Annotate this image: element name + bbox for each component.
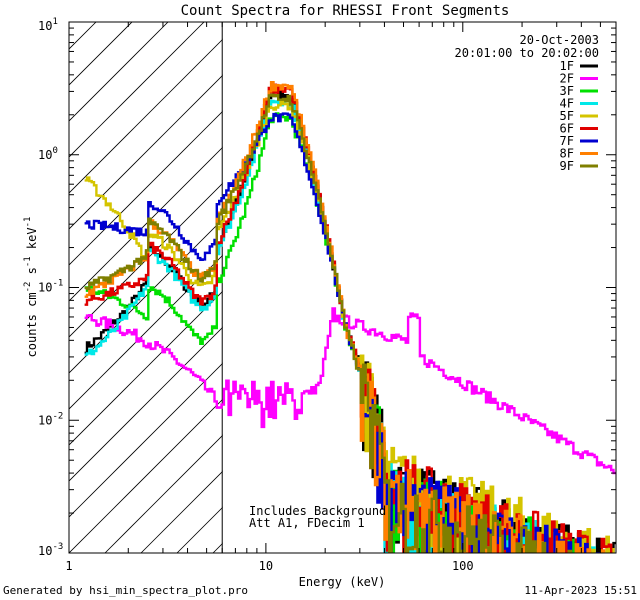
- footer-generated-by: Generated by hsi_min_spectra_plot.pro: [3, 584, 248, 597]
- y-tick-label-1e0: 100: [38, 146, 58, 162]
- y-tick-label-1e-3: 10-3: [38, 542, 63, 558]
- legend-label-4F: 4F: [560, 97, 574, 111]
- legend-label-2F: 2F: [560, 72, 574, 86]
- footer-timestamp: 11-Apr-2023 15:51: [524, 584, 637, 597]
- x-axis-label: Energy (keV): [299, 575, 386, 589]
- legend-time-range: 20:01:00 to 20:02:00: [455, 46, 600, 60]
- x-tick-label-100: 100: [452, 559, 474, 573]
- series-line-9F: [84, 93, 573, 553]
- hatch-line: [0, 0, 27, 553]
- legend-label-1F: 1F: [560, 59, 574, 73]
- hatch-line: [69, 22, 169, 122]
- hatch-line: [69, 22, 205, 158]
- annotation-background: Includes Background: [249, 504, 386, 518]
- series-group: [84, 81, 616, 553]
- legend-label-5F: 5F: [560, 109, 574, 123]
- legend: 20-Oct-2003 20:01:00 to 20:02:00 1F2F3F4…: [455, 33, 600, 173]
- y-axis-label: counts cm-2 s-1 keV-1: [23, 217, 39, 358]
- hatch-line: [0, 0, 99, 553]
- legend-date: 20-Oct-2003: [520, 33, 599, 47]
- legend-label-9F: 9F: [560, 159, 574, 173]
- y-tick-label-1e-1: 10-1: [38, 279, 63, 295]
- series-line-2F: [84, 307, 616, 475]
- y-tick-labels: 10-3 10-2 10-1 100 101: [38, 17, 63, 558]
- legend-label-3F: 3F: [560, 84, 574, 98]
- hatch-line: [69, 22, 241, 194]
- x-tick-label-10: 10: [259, 559, 273, 573]
- chart-title: Count Spectra for RHESSI Front Segments: [181, 3, 510, 19]
- hatch-line: [69, 22, 133, 86]
- annotation-attenuator: Att A1, FDecim 1: [249, 516, 365, 530]
- y-tick-label-1e1: 101: [38, 17, 58, 33]
- legend-label-7F: 7F: [560, 134, 574, 148]
- legend-label-8F: 8F: [560, 147, 574, 161]
- y-tick-label-1e-2: 10-2: [38, 411, 63, 427]
- axis-ticks: [68, 21, 617, 554]
- hatch-region: [0, 0, 616, 553]
- hatch-line: [69, 22, 277, 230]
- x-tick-label-1: 1: [65, 559, 72, 573]
- legend-label-6F: 6F: [560, 122, 574, 136]
